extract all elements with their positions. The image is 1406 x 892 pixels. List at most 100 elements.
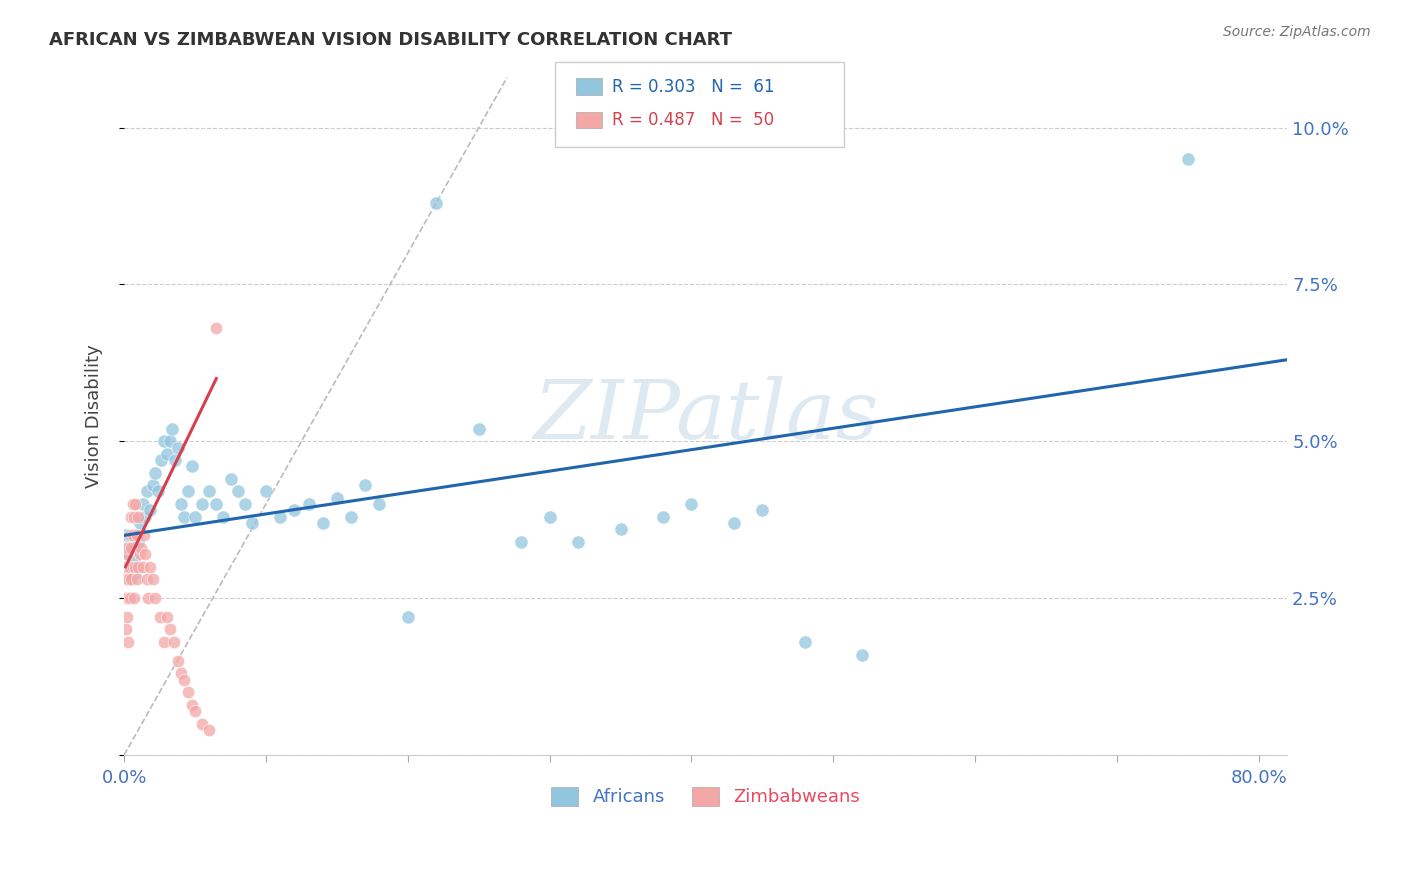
Point — [396, 610, 419, 624]
Point — [117, 572, 139, 586]
Point — [117, 635, 139, 649]
Point — [681, 497, 703, 511]
Point — [173, 673, 195, 687]
Legend: Africans, Zimbabweans: Africans, Zimbabweans — [544, 780, 868, 814]
Point — [1177, 152, 1199, 166]
Point — [124, 566, 146, 580]
Point — [127, 559, 149, 574]
Point — [136, 591, 159, 605]
Point — [297, 497, 319, 511]
Point — [165, 453, 187, 467]
Point — [120, 541, 142, 555]
Point — [122, 591, 145, 605]
Point — [191, 497, 214, 511]
Point — [115, 610, 138, 624]
Text: R = 0.487   N =  50: R = 0.487 N = 50 — [612, 112, 773, 129]
Point — [125, 528, 148, 542]
Point — [115, 541, 138, 555]
Point — [163, 635, 186, 649]
Point — [205, 321, 228, 335]
Point — [425, 195, 447, 210]
Point — [132, 528, 155, 542]
Point — [156, 447, 179, 461]
Point — [219, 472, 242, 486]
Point — [143, 466, 166, 480]
Point — [141, 572, 163, 586]
Point — [340, 509, 363, 524]
Point — [609, 522, 631, 536]
Point — [127, 534, 149, 549]
Point — [167, 441, 190, 455]
Point — [198, 484, 221, 499]
Point — [125, 572, 148, 586]
Point — [121, 528, 143, 542]
Point — [153, 635, 176, 649]
Point — [131, 559, 153, 574]
Point — [198, 723, 221, 737]
Point — [124, 559, 146, 574]
Point — [121, 559, 143, 574]
Point — [135, 572, 157, 586]
Point — [510, 534, 533, 549]
Point — [115, 547, 138, 561]
Point — [567, 534, 589, 549]
Point — [121, 541, 143, 555]
Point — [156, 610, 179, 624]
Point — [269, 509, 291, 524]
Point — [162, 422, 184, 436]
Point — [149, 610, 172, 624]
Text: AFRICAN VS ZIMBABWEAN VISION DISABILITY CORRELATION CHART: AFRICAN VS ZIMBABWEAN VISION DISABILITY … — [49, 31, 733, 49]
Text: ZIPatlas: ZIPatlas — [533, 376, 879, 456]
Point — [134, 509, 156, 524]
Point — [177, 685, 200, 699]
Point — [467, 422, 489, 436]
Point — [128, 516, 150, 530]
Point — [124, 497, 146, 511]
Point — [131, 497, 153, 511]
Point — [122, 509, 145, 524]
Point — [120, 509, 142, 524]
Point — [212, 509, 235, 524]
Point — [181, 459, 204, 474]
Point — [240, 516, 263, 530]
Point — [118, 559, 141, 574]
Point — [751, 503, 773, 517]
Point — [538, 509, 561, 524]
Point — [117, 541, 139, 555]
Point — [159, 623, 181, 637]
Point — [153, 434, 176, 449]
Point — [723, 516, 745, 530]
Point — [851, 648, 873, 662]
Point — [114, 623, 136, 637]
Point — [326, 491, 349, 505]
Point — [115, 572, 138, 586]
Point — [122, 553, 145, 567]
Point — [129, 541, 152, 555]
Y-axis label: Vision Disability: Vision Disability — [86, 344, 103, 488]
Point — [138, 559, 160, 574]
Point — [283, 503, 305, 517]
Point — [138, 503, 160, 517]
Point — [125, 528, 148, 542]
Point — [120, 572, 142, 586]
Point — [233, 497, 256, 511]
Point — [128, 547, 150, 561]
Point — [173, 509, 195, 524]
Point — [170, 497, 193, 511]
Point — [118, 559, 141, 574]
Point — [312, 516, 335, 530]
Point — [146, 484, 169, 499]
Point — [184, 509, 207, 524]
Point — [254, 484, 277, 499]
Point — [118, 591, 141, 605]
Point — [121, 497, 143, 511]
Point — [134, 547, 156, 561]
Point — [177, 484, 200, 499]
Point — [167, 654, 190, 668]
Point — [354, 478, 377, 492]
Point — [191, 716, 214, 731]
Point — [114, 528, 136, 542]
Point — [150, 453, 173, 467]
Point — [143, 591, 166, 605]
Point — [117, 547, 139, 561]
